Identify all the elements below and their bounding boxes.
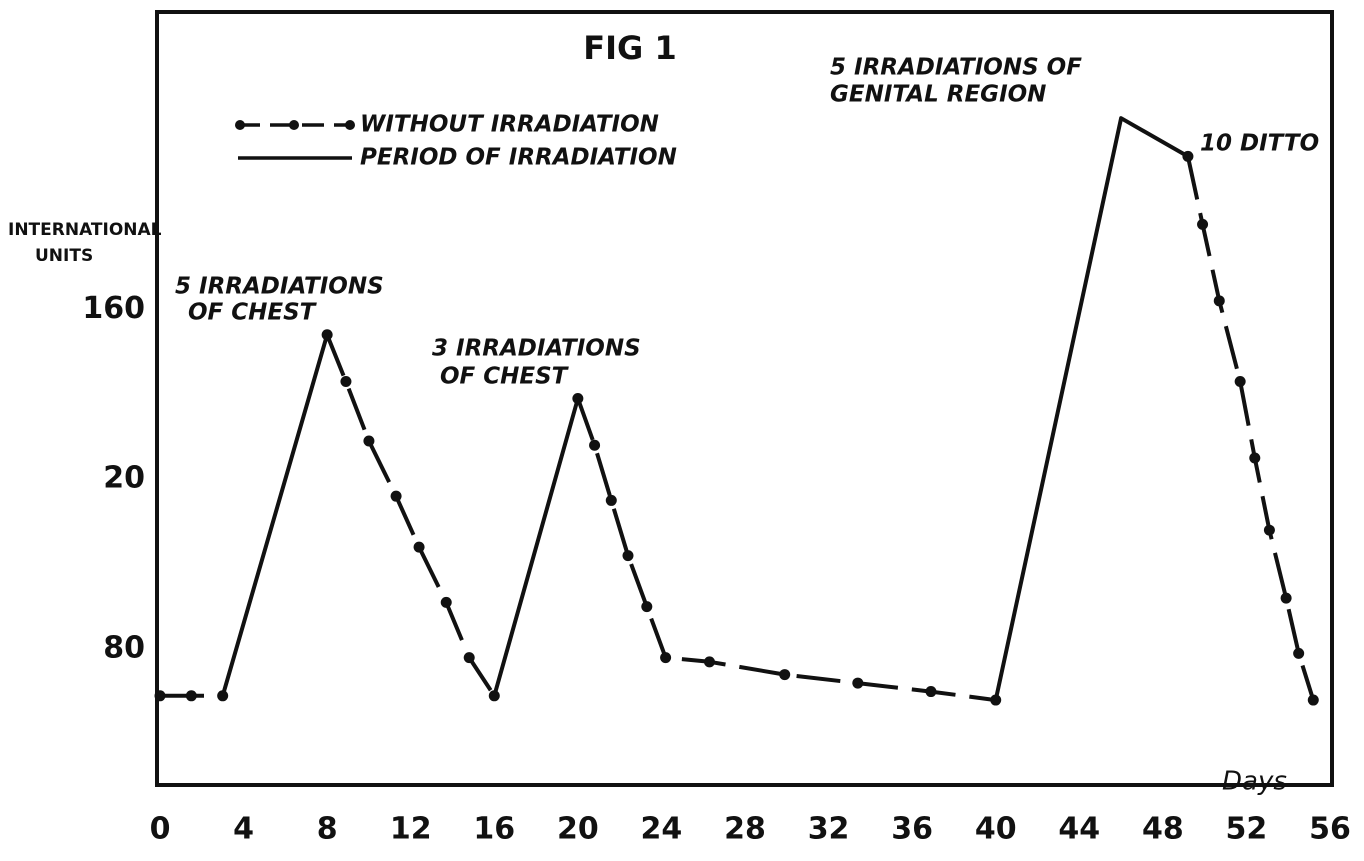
x-tick-label: 32 xyxy=(808,812,850,847)
data-point xyxy=(390,490,402,502)
data-point xyxy=(154,690,166,702)
data-point xyxy=(1197,218,1209,230)
data-point xyxy=(641,601,653,613)
annotation: 5 IRRADIATIONS xyxy=(175,274,384,300)
annotation: GENITAL REGION xyxy=(830,82,1046,108)
x-tick-label: 8 xyxy=(317,812,338,847)
x-tick-label: 28 xyxy=(724,812,766,847)
x-tick-label: 20 xyxy=(557,812,599,847)
data-point xyxy=(925,686,937,698)
y-tick-label: 160 xyxy=(82,291,145,326)
data-point xyxy=(1249,452,1261,464)
annotation: OF CHEST xyxy=(188,300,318,326)
data-point xyxy=(852,677,864,689)
data-point xyxy=(589,439,601,451)
data-point xyxy=(605,494,617,506)
y-tick-label: 20 xyxy=(103,461,145,496)
annotation: 3 IRRADIATIONS xyxy=(432,336,641,362)
x-tick-label: 44 xyxy=(1058,812,1100,847)
data-point xyxy=(622,550,634,562)
data-point xyxy=(1307,694,1319,706)
x-tick-label: 4 xyxy=(233,812,254,847)
data-point xyxy=(660,652,672,664)
data-point xyxy=(1263,524,1275,536)
data-point xyxy=(463,652,475,664)
legend-marker xyxy=(289,120,299,130)
annotation: 10 DITTO xyxy=(1200,131,1319,157)
data-point xyxy=(1213,295,1225,307)
data-point xyxy=(779,669,791,681)
legend-label: PERIOD OF IRRADIATION xyxy=(360,145,677,171)
data-point xyxy=(363,435,375,447)
y-tick-label: 80 xyxy=(103,631,145,666)
x-tick-label: 24 xyxy=(641,812,683,847)
y-axis-label: UNITS xyxy=(35,246,93,266)
legend-label: WITHOUT IRRADIATION xyxy=(360,112,659,138)
legend-marker xyxy=(345,120,355,130)
x-axis-label: Days xyxy=(1222,767,1287,797)
x-tick-label: 52 xyxy=(1226,812,1268,847)
data-point xyxy=(340,376,352,388)
annotation: OF CHEST xyxy=(440,364,570,390)
annotation: 5 IRRADIATIONS OF xyxy=(830,55,1082,81)
series-line xyxy=(160,155,1316,703)
legend-marker xyxy=(235,120,245,130)
plot-frame xyxy=(155,10,1334,787)
x-tick-label: 16 xyxy=(473,812,515,847)
data-point xyxy=(1280,592,1292,604)
x-tick-label: 56 xyxy=(1309,812,1351,847)
chart-title: FIG 1 xyxy=(583,29,676,67)
data-point xyxy=(185,690,197,702)
x-tick-label: 36 xyxy=(891,812,933,847)
data-point xyxy=(440,596,452,608)
x-tick-label: 40 xyxy=(975,812,1017,847)
y-axis-label: INTERNATIONAL xyxy=(8,220,162,240)
data-point xyxy=(1293,647,1305,659)
data-point xyxy=(1234,376,1246,388)
data-point xyxy=(413,541,425,553)
x-tick-label: 48 xyxy=(1142,812,1184,847)
data-point xyxy=(703,656,715,668)
x-tick-label: 12 xyxy=(390,812,432,847)
series-line xyxy=(220,116,1189,701)
x-tick-label: 0 xyxy=(150,812,171,847)
